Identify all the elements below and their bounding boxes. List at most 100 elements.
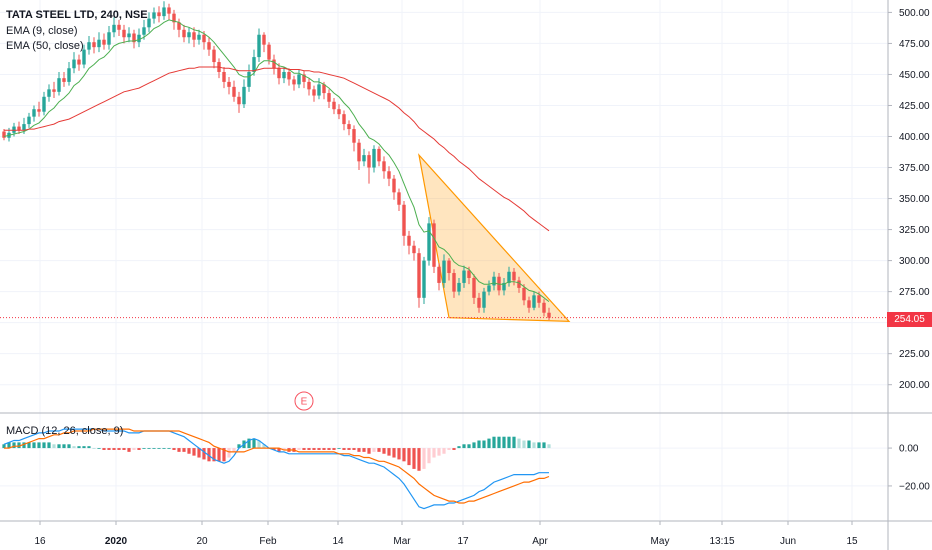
candle-body bbox=[167, 7, 171, 14]
macd-bar bbox=[162, 448, 166, 449]
macd-bar bbox=[12, 442, 16, 449]
candle-body bbox=[412, 245, 416, 254]
macd-bar bbox=[47, 442, 51, 449]
candle-body bbox=[487, 285, 491, 292]
time-axis[interactable]: 16 2020 20 Feb 14 Mar 17 Apr May 13:15 Jun 15 bbox=[34, 521, 858, 547]
price-tick-label: 275.00 bbox=[899, 287, 930, 298]
earnings-marker[interactable]: E bbox=[294, 391, 314, 411]
macd-bar bbox=[332, 448, 336, 450]
candle bbox=[262, 32, 266, 53]
candle bbox=[432, 219, 436, 274]
macd-bar bbox=[362, 448, 366, 452]
candle bbox=[312, 85, 316, 102]
macd-bar bbox=[87, 446, 91, 449]
macd-bar bbox=[512, 436, 516, 449]
candle bbox=[132, 29, 136, 49]
candle-body bbox=[17, 126, 21, 131]
macd-bar bbox=[237, 444, 241, 449]
candle-body bbox=[392, 178, 396, 193]
candle-body bbox=[307, 81, 311, 90]
candle-body bbox=[347, 124, 351, 130]
candle bbox=[442, 254, 446, 288]
candle bbox=[352, 125, 356, 152]
candle-body bbox=[262, 34, 266, 45]
candle-body bbox=[252, 57, 256, 72]
candle-body bbox=[517, 280, 521, 288]
legend-macd[interactable]: MACD (12, 26, close, 9) bbox=[6, 425, 124, 437]
candle-body bbox=[342, 114, 346, 125]
price-axis[interactable]: 500.00 475.00 450.00 425.00 400.00 375.00 350.… bbox=[888, 8, 930, 391]
candle-body bbox=[357, 142, 361, 162]
candle-body bbox=[102, 39, 106, 45]
candle-body bbox=[402, 204, 406, 236]
legend-ema9[interactable]: EMA (9, close) bbox=[6, 25, 78, 37]
candle-body bbox=[42, 96, 46, 112]
candle bbox=[482, 287, 486, 313]
legend-ema50[interactable]: EMA (50, close) bbox=[6, 40, 84, 52]
candle-body bbox=[212, 49, 216, 63]
macd-bar bbox=[457, 446, 461, 449]
price-tick-label: 200.00 bbox=[899, 380, 930, 391]
candle-body bbox=[22, 124, 26, 131]
macd-bar bbox=[137, 448, 141, 450]
legend-title[interactable]: TATA STEEL LTD, 240, NSE bbox=[6, 9, 148, 21]
macd-bar bbox=[427, 448, 431, 464]
macd-bar bbox=[42, 442, 46, 449]
candle-body bbox=[377, 148, 381, 162]
macd-bar bbox=[252, 438, 256, 449]
candle-body bbox=[437, 266, 441, 283]
candle-body bbox=[2, 131, 6, 138]
candle bbox=[282, 67, 286, 84]
candle bbox=[367, 151, 371, 184]
macd-histogram bbox=[2, 436, 551, 471]
candle bbox=[117, 19, 121, 36]
macd-bar bbox=[72, 446, 76, 449]
candle bbox=[372, 145, 376, 173]
candle bbox=[387, 166, 391, 187]
earnings-marker-label: E bbox=[301, 397, 308, 408]
candle-body bbox=[157, 12, 161, 17]
candle-body bbox=[57, 78, 61, 92]
candle bbox=[162, 1, 166, 20]
macd-bar bbox=[197, 448, 201, 458]
macd-bar bbox=[467, 444, 471, 449]
candle bbox=[277, 63, 281, 85]
candle bbox=[187, 27, 191, 44]
macd-bar bbox=[492, 436, 496, 449]
triangle-shape bbox=[418, 153, 571, 323]
candle-body bbox=[107, 32, 111, 45]
candle-body bbox=[502, 282, 506, 291]
candle-body bbox=[492, 276, 496, 286]
candle-body bbox=[62, 78, 66, 82]
candle bbox=[2, 129, 6, 141]
candle bbox=[477, 292, 481, 313]
macd-bar bbox=[67, 444, 71, 449]
macd-axis[interactable]: 0.00 −20.00 bbox=[888, 444, 930, 493]
candle bbox=[452, 269, 456, 298]
candle bbox=[492, 271, 496, 291]
candle bbox=[192, 27, 196, 48]
macd-bar bbox=[152, 448, 156, 449]
candle-body bbox=[162, 7, 166, 17]
candle-body bbox=[467, 270, 471, 278]
candle-body bbox=[442, 260, 446, 283]
price-tick-label: 425.00 bbox=[899, 101, 930, 112]
candle bbox=[167, 3, 171, 20]
candle bbox=[127, 27, 131, 43]
candle-body bbox=[127, 33, 131, 38]
candle-body bbox=[132, 33, 136, 43]
macd-bar bbox=[142, 448, 146, 449]
candle-body bbox=[482, 291, 486, 308]
time-tick-label: 14 bbox=[332, 536, 344, 547]
candle-body bbox=[512, 271, 516, 281]
macd-bar bbox=[402, 448, 406, 462]
candle bbox=[377, 146, 381, 167]
macd-bar bbox=[7, 442, 11, 449]
candle bbox=[92, 37, 96, 54]
last-price-label: 254.05 bbox=[887, 312, 932, 327]
candle bbox=[502, 277, 506, 296]
candle bbox=[227, 76, 231, 95]
candle bbox=[297, 69, 301, 89]
macd-bar bbox=[407, 448, 411, 466]
time-tick-label: Apr bbox=[532, 536, 548, 547]
